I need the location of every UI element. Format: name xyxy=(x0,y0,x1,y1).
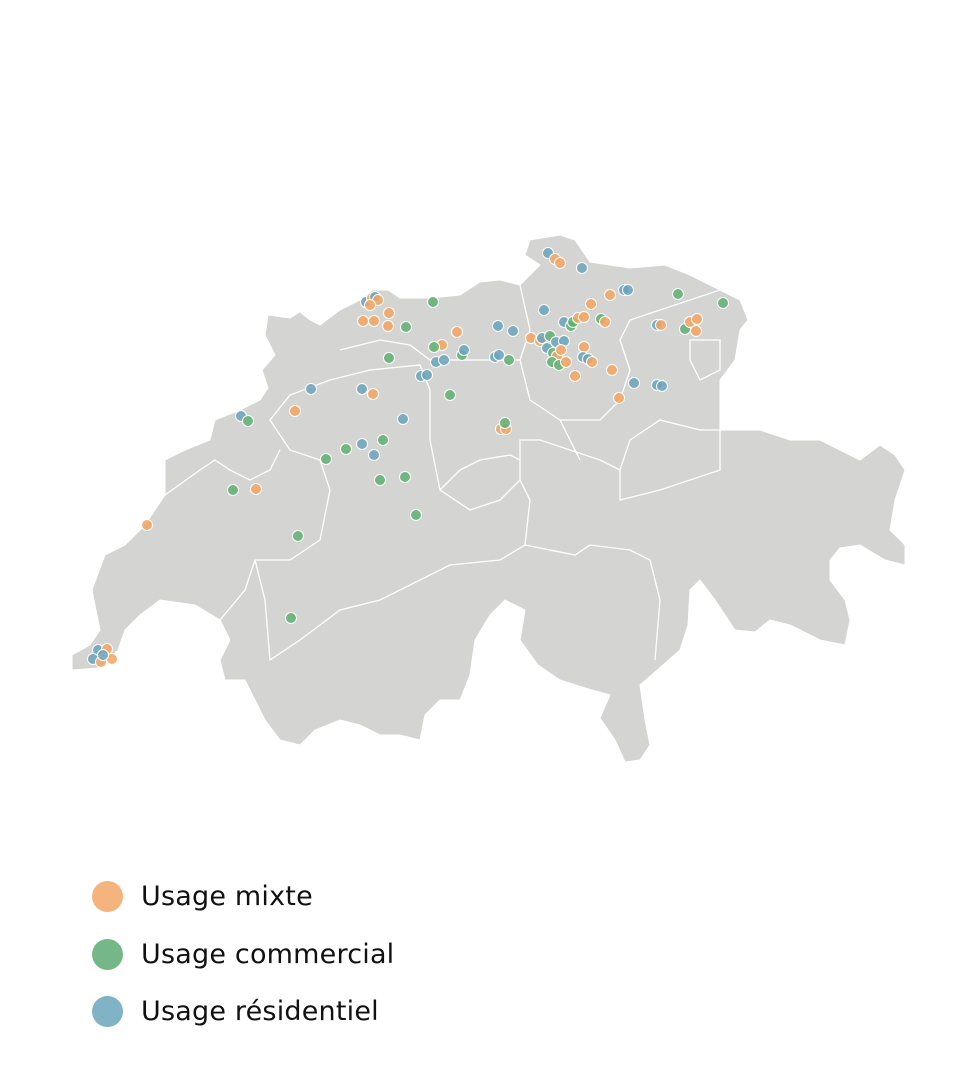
marker-residentiel[interactable] xyxy=(538,304,550,316)
legend-swatch-residentiel xyxy=(92,996,123,1028)
legend-swatch-mixte xyxy=(92,881,123,913)
marker-residentiel[interactable] xyxy=(356,438,368,450)
marker-commercial[interactable] xyxy=(410,509,422,521)
marker-residentiel[interactable] xyxy=(628,377,640,389)
marker-residentiel[interactable] xyxy=(397,413,409,425)
marker-mixte[interactable] xyxy=(599,316,611,328)
marker-mixte[interactable] xyxy=(578,341,590,353)
marker-residentiel[interactable] xyxy=(356,383,368,395)
marker-commercial[interactable] xyxy=(428,341,440,353)
marker-mixte[interactable] xyxy=(586,356,598,368)
marker-mixte[interactable] xyxy=(250,483,262,495)
marker-mixte[interactable] xyxy=(585,298,597,310)
marker-commercial[interactable] xyxy=(399,471,411,483)
marker-mixte[interactable] xyxy=(383,307,395,319)
switzerland-map xyxy=(71,234,906,763)
marker-commercial[interactable] xyxy=(374,474,386,486)
legend-label: Usage mixte xyxy=(141,881,313,913)
marker-residentiel[interactable] xyxy=(97,649,109,661)
marker-mixte[interactable] xyxy=(569,370,581,382)
marker-residentiel[interactable] xyxy=(368,449,380,461)
marker-residentiel[interactable] xyxy=(493,349,505,361)
marker-commercial[interactable] xyxy=(717,297,729,309)
marker-commercial[interactable] xyxy=(242,415,254,427)
legend-item-mixte: Usage mixte xyxy=(92,868,394,926)
marker-commercial[interactable] xyxy=(383,352,395,364)
marker-mixte[interactable] xyxy=(141,519,153,531)
marker-mixte[interactable] xyxy=(606,364,618,376)
marker-mixte[interactable] xyxy=(560,356,572,368)
marker-commercial[interactable] xyxy=(444,389,456,401)
marker-residentiel[interactable] xyxy=(576,262,588,274)
marker-mixte[interactable] xyxy=(604,289,616,301)
marker-residentiel[interactable] xyxy=(492,320,504,332)
marker-commercial[interactable] xyxy=(400,321,412,333)
marker-commercial[interactable] xyxy=(227,484,239,496)
marker-residentiel[interactable] xyxy=(656,380,668,392)
marker-residentiel[interactable] xyxy=(305,383,317,395)
marker-commercial[interactable] xyxy=(503,354,515,366)
site-markers xyxy=(87,247,729,668)
marker-mixte[interactable] xyxy=(555,344,567,356)
marker-mixte[interactable] xyxy=(578,311,590,323)
country-shape xyxy=(71,234,906,763)
legend-label: Usage commercial xyxy=(141,938,395,970)
marker-commercial[interactable] xyxy=(499,417,511,429)
legend-swatch-commercial xyxy=(92,938,123,970)
marker-commercial[interactable] xyxy=(672,288,684,300)
marker-residentiel[interactable] xyxy=(507,325,519,337)
marker-residentiel[interactable] xyxy=(622,284,634,296)
marker-mixte[interactable] xyxy=(368,315,380,327)
marker-mixte[interactable] xyxy=(357,315,369,327)
marker-commercial[interactable] xyxy=(377,434,389,446)
marker-residentiel[interactable] xyxy=(438,354,450,366)
marker-mixte[interactable] xyxy=(382,320,394,332)
marker-mixte[interactable] xyxy=(690,325,702,337)
marker-commercial[interactable] xyxy=(340,443,352,455)
marker-commercial[interactable] xyxy=(427,296,439,308)
marker-residentiel[interactable] xyxy=(421,369,433,381)
legend-item-residentiel: Usage résidentiel xyxy=(92,983,394,1041)
marker-mixte[interactable] xyxy=(691,313,703,325)
marker-mixte[interactable] xyxy=(554,257,566,269)
legend-label: Usage résidentiel xyxy=(141,996,379,1028)
marker-commercial[interactable] xyxy=(292,530,304,542)
marker-commercial[interactable] xyxy=(285,612,297,624)
marker-mixte[interactable] xyxy=(655,319,667,331)
marker-mixte[interactable] xyxy=(451,326,463,338)
legend-item-commercial: Usage commercial xyxy=(92,926,394,984)
marker-mixte[interactable] xyxy=(289,405,301,417)
marker-mixte[interactable] xyxy=(367,388,379,400)
legend: Usage mixte Usage commercial Usage résid… xyxy=(92,868,394,1041)
marker-commercial[interactable] xyxy=(320,453,332,465)
marker-mixte[interactable] xyxy=(364,299,376,311)
marker-residentiel[interactable] xyxy=(458,344,470,356)
marker-mixte[interactable] xyxy=(613,392,625,404)
